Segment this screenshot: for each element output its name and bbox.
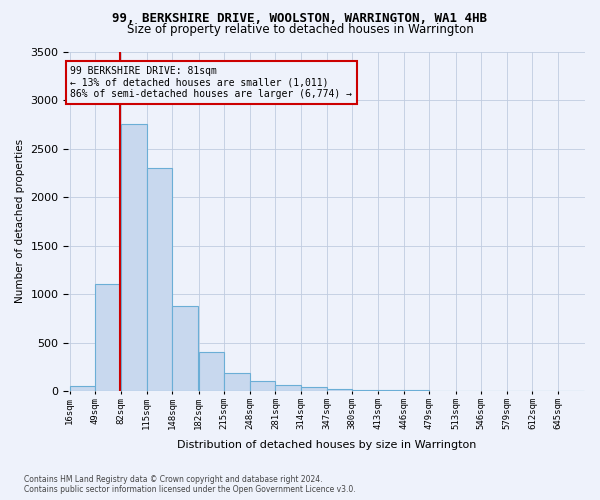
- Bar: [327, 388, 352, 391]
- X-axis label: Distribution of detached houses by size in Warrington: Distribution of detached houses by size …: [177, 440, 476, 450]
- Bar: [95, 284, 121, 391]
- Bar: [301, 387, 327, 391]
- Bar: [404, 390, 429, 391]
- Text: Size of property relative to detached houses in Warrington: Size of property relative to detached ho…: [127, 22, 473, 36]
- Bar: [224, 372, 250, 391]
- Text: 99 BERKSHIRE DRIVE: 81sqm
← 13% of detached houses are smaller (1,011)
86% of se: 99 BERKSHIRE DRIVE: 81sqm ← 13% of detac…: [70, 66, 352, 100]
- Bar: [378, 390, 404, 391]
- Bar: [250, 382, 275, 391]
- Text: Contains HM Land Registry data © Crown copyright and database right 2024.
Contai: Contains HM Land Registry data © Crown c…: [24, 474, 356, 494]
- Bar: [199, 352, 224, 391]
- Bar: [275, 386, 301, 391]
- Y-axis label: Number of detached properties: Number of detached properties: [15, 139, 25, 304]
- Bar: [429, 390, 455, 391]
- Bar: [121, 124, 146, 391]
- Bar: [352, 390, 378, 391]
- Text: 99, BERKSHIRE DRIVE, WOOLSTON, WARRINGTON, WA1 4HB: 99, BERKSHIRE DRIVE, WOOLSTON, WARRINGTO…: [113, 12, 487, 26]
- Bar: [172, 306, 198, 391]
- Bar: [70, 386, 95, 391]
- Bar: [146, 168, 172, 391]
